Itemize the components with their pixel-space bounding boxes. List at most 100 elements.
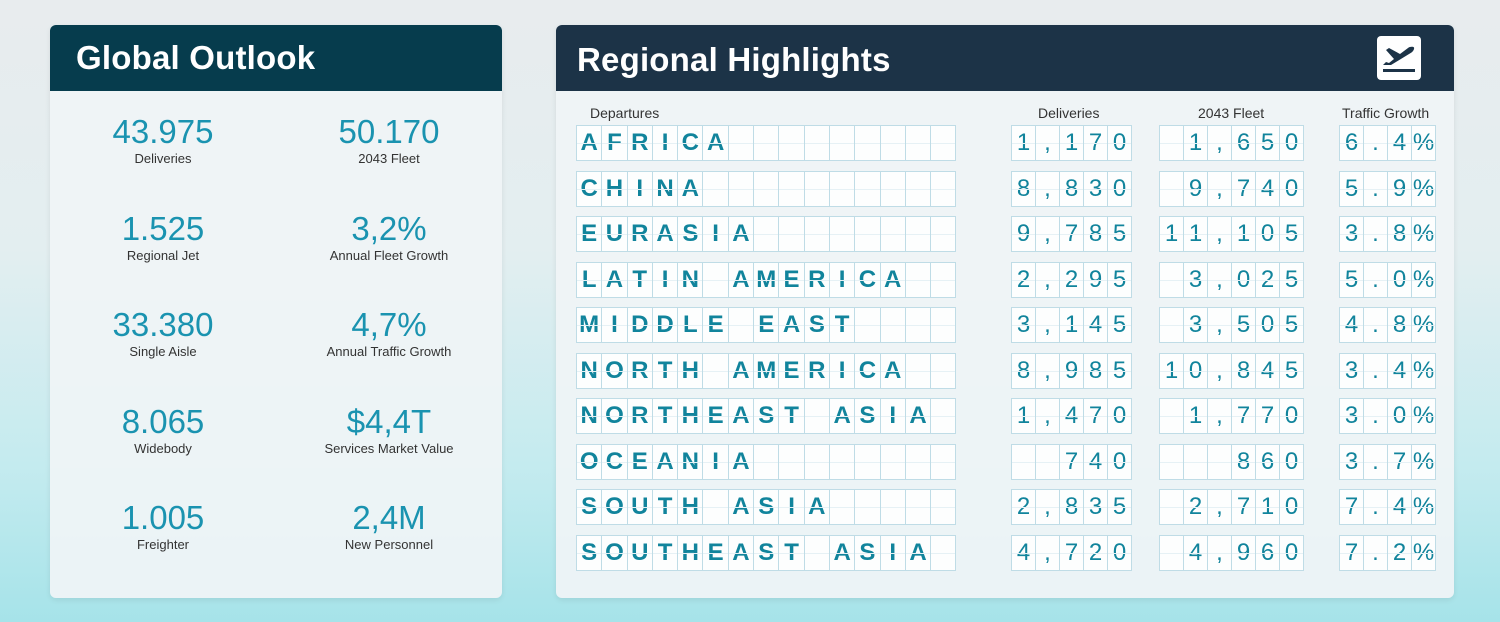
flap-cell: % xyxy=(1412,216,1436,252)
flap-cell: S xyxy=(804,307,830,343)
flap-cell: 8 xyxy=(1232,352,1256,389)
flap-cell xyxy=(1159,534,1184,571)
flap-cell xyxy=(1159,489,1184,525)
flap-cell: A xyxy=(728,352,755,389)
stat-value: 2,4M xyxy=(352,499,426,536)
flap-cell: , xyxy=(1036,352,1060,389)
flap-cell: 1 xyxy=(1011,125,1036,161)
flap-cell: 0 xyxy=(1184,352,1208,389)
flap-cell: T xyxy=(829,307,856,343)
flap-cell xyxy=(905,125,932,161)
flap-cell: 8 xyxy=(1388,307,1412,343)
flap-cell: 5 xyxy=(1339,170,1364,207)
flap-cell: % xyxy=(1412,398,1436,434)
flap-cell xyxy=(804,170,830,207)
flap-cell: C xyxy=(855,352,881,389)
flap-cell: H xyxy=(678,489,704,525)
flap-cell: % xyxy=(1412,443,1436,480)
flap-cell: 2 xyxy=(1184,489,1208,525)
flap-cell: 7 xyxy=(1060,216,1084,252)
departures-column-header: Departures xyxy=(590,105,660,121)
flap-cell: O xyxy=(602,534,628,571)
flap-cell: 6 xyxy=(1339,125,1364,161)
flap-cell: 7 xyxy=(1060,534,1084,571)
flap-cell xyxy=(931,534,957,571)
flap-cell: A xyxy=(728,261,755,298)
flap-cell xyxy=(931,352,957,389)
flap-cell xyxy=(703,352,729,389)
flap-cell: T xyxy=(627,261,653,298)
flap-cell: A xyxy=(880,352,906,389)
flap-cell: 3 xyxy=(1011,307,1036,343)
flap-cell: 7 xyxy=(1232,398,1256,434)
flap-cell: 2 xyxy=(1256,261,1280,298)
flap-cell: 4 xyxy=(1084,307,1108,343)
deliveries-column-header: Deliveries xyxy=(1038,105,1100,121)
flap-cell: 7 xyxy=(1084,125,1108,161)
flap-cell xyxy=(931,170,957,207)
flap-cell: D xyxy=(627,307,653,343)
flap-cell xyxy=(855,125,881,161)
flap-cell: C xyxy=(576,170,603,207)
flap-cell: A xyxy=(804,489,830,525)
flap-cell xyxy=(829,216,856,252)
flap-cell: S xyxy=(754,489,780,525)
flap-cell: I xyxy=(880,398,906,434)
growth-flaps: 3. 7% xyxy=(1339,443,1436,480)
regional-highlights-header: Regional Highlights xyxy=(556,25,1454,91)
stat-label: Single Aisle xyxy=(129,344,197,359)
flap-cell: 5 xyxy=(1108,352,1132,389)
flap-cell: 0 xyxy=(1232,261,1256,298)
flap-cell xyxy=(1184,443,1208,480)
stat-value: 1.005 xyxy=(121,499,205,536)
flap-cell: R xyxy=(627,398,653,434)
flap-cell: E xyxy=(576,216,603,252)
flap-cell: . xyxy=(1364,398,1388,434)
growth-flaps: 5. 0% xyxy=(1339,261,1436,298)
flap-cell xyxy=(880,307,906,343)
flap-cell xyxy=(703,170,729,207)
stat-item: 50.170 2043 Fleet xyxy=(276,114,502,167)
flap-cell xyxy=(754,170,780,207)
regional-highlights-title: Regional Highlights xyxy=(577,41,891,78)
flap-cell: H xyxy=(602,170,628,207)
flap-cell: , xyxy=(1208,216,1232,252)
flap-cell: % xyxy=(1412,261,1436,298)
flap-cell xyxy=(829,125,856,161)
flap-cell: R xyxy=(627,125,653,161)
flap-cell: 5 xyxy=(1108,216,1132,252)
flap-cell: A xyxy=(905,398,932,434)
flap-cell: 0 xyxy=(1280,443,1304,480)
flap-cell: 9 xyxy=(1011,216,1036,252)
flap-cell: 5 xyxy=(1339,261,1364,298)
flap-cell: E xyxy=(703,534,729,571)
flap-cell: S xyxy=(754,534,780,571)
flap-cell: % xyxy=(1412,489,1436,525)
stat-label: Annual Fleet Growth xyxy=(329,247,449,263)
flap-cell: 5 xyxy=(1256,125,1280,161)
flap-cell: I xyxy=(880,534,906,571)
flap-cell: 1 xyxy=(1060,307,1084,343)
fleet-column-header: 2043 Fleet xyxy=(1198,105,1265,121)
flap-cell xyxy=(855,443,881,480)
flap-cell xyxy=(931,125,957,161)
flap-cell: . xyxy=(1364,534,1388,571)
stat-value: 4,7% xyxy=(351,306,427,343)
flap-cell: 0 xyxy=(1108,170,1132,207)
flap-cell: 7 xyxy=(1084,398,1108,434)
stat-item: $4,4T Services Market Value xyxy=(276,403,502,456)
flap-cell: I xyxy=(627,170,653,207)
flap-cell: % xyxy=(1412,352,1436,389)
flap-cell: E xyxy=(627,443,653,480)
flap-cell xyxy=(905,443,932,480)
flap-cell: O xyxy=(602,398,628,434)
flap-cell: A xyxy=(728,443,755,480)
